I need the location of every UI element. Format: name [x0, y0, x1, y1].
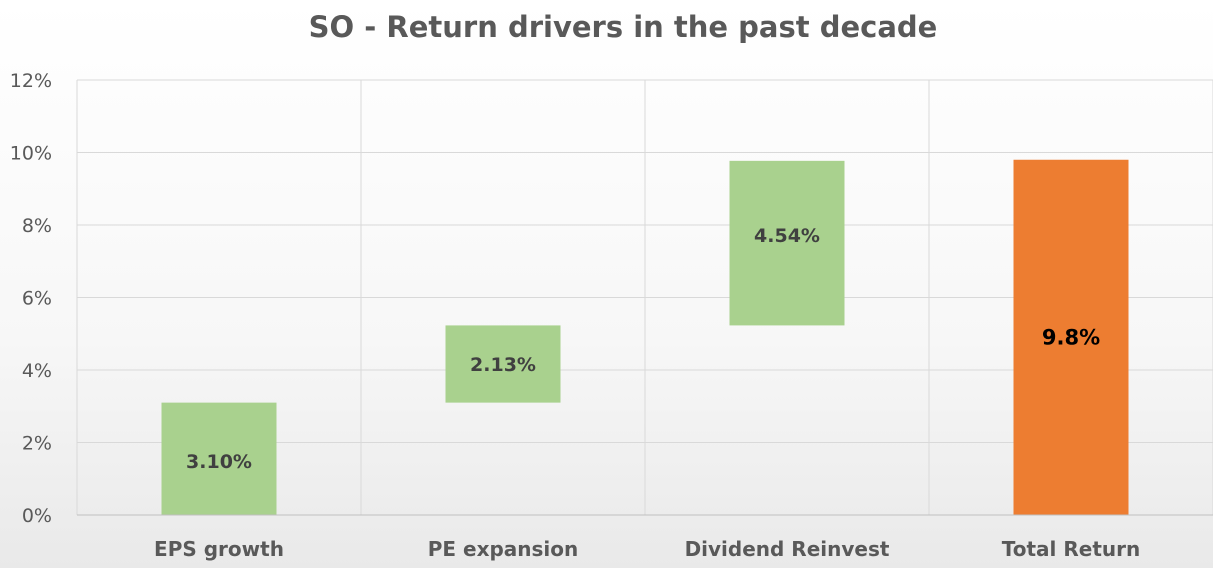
chart-title: SO - Return drivers in the past decade [309, 10, 938, 44]
y-tick-label: 10% [10, 143, 52, 165]
y-tick-label: 6% [22, 288, 52, 310]
x-tick-label: EPS growth [154, 537, 284, 561]
bar [161, 402, 277, 515]
data-label: 2.13% [470, 354, 536, 376]
bar [1013, 159, 1129, 515]
data-label: 4.54% [754, 225, 820, 247]
bar [729, 160, 845, 326]
data-label: 3.10% [186, 451, 252, 473]
x-tick-label: Dividend Reinvest [685, 537, 890, 561]
y-tick-label: 2% [22, 433, 52, 455]
y-tick-label: 12% [10, 70, 52, 92]
axis-layer: 0% 2% 4% 6% 8% 10% 12% EPS growth PE expansion Di… [10, 70, 1213, 561]
y-tick-label: 8% [22, 215, 52, 237]
y-tick-label: 4% [22, 360, 52, 382]
x-tick-label: Total Return [1002, 537, 1140, 561]
y-tick-label: 0% [22, 505, 52, 527]
data-label: 9.8% [1042, 325, 1100, 349]
x-tick-label: PE expansion [428, 537, 579, 561]
bar [445, 325, 561, 403]
label-layer: 3.10% 2.13% 4.54% 9.8% [186, 225, 1100, 473]
bar-layer [161, 159, 1129, 515]
